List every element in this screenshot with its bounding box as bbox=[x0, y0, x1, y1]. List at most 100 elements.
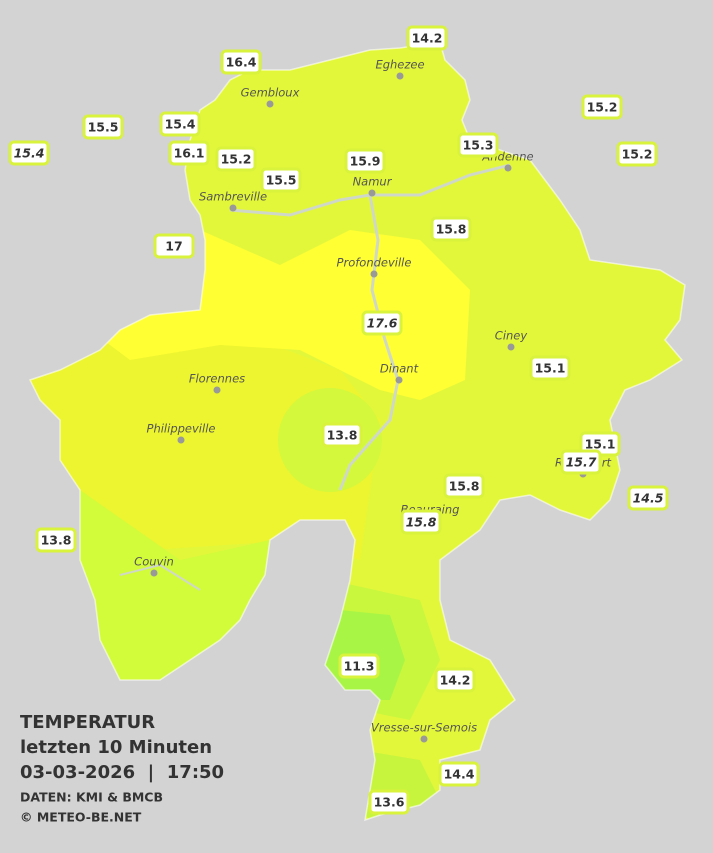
town-label: Namur bbox=[353, 175, 393, 189]
station-value: 15.1 bbox=[535, 361, 566, 376]
station-value: 15.3 bbox=[463, 138, 494, 153]
station-box bbox=[215, 146, 257, 172]
town-dot bbox=[229, 204, 237, 212]
station: 15.2 bbox=[581, 94, 623, 120]
town-dot bbox=[370, 270, 378, 278]
station-value: 15.2 bbox=[622, 147, 653, 162]
station: 15.5 bbox=[82, 114, 124, 140]
station-box bbox=[159, 111, 201, 137]
legend-copyright: © METEO-BE.NET bbox=[20, 810, 142, 825]
town-label: Dinant bbox=[380, 362, 419, 376]
station-value: 13.8 bbox=[41, 533, 72, 548]
station-box bbox=[153, 233, 195, 259]
station-box bbox=[529, 355, 571, 381]
station: 14.4 bbox=[438, 761, 480, 787]
station-box bbox=[443, 473, 485, 499]
station-box bbox=[338, 653, 380, 679]
station-value: 17 bbox=[165, 239, 182, 254]
town-label: Florennes bbox=[189, 372, 245, 386]
town-label: Profondeville bbox=[337, 256, 412, 270]
station: 15.2 bbox=[215, 146, 257, 172]
town-label: Eghezee bbox=[375, 58, 424, 72]
town-label: Ciney bbox=[495, 329, 528, 343]
station-box bbox=[616, 141, 658, 167]
station-value: 16.4 bbox=[226, 55, 257, 70]
station-value: 15.4 bbox=[14, 146, 45, 161]
station: 15.8 bbox=[443, 473, 485, 499]
station-value: 15.8 bbox=[449, 479, 480, 494]
town-dot bbox=[368, 189, 376, 197]
town-dot bbox=[177, 436, 185, 444]
town-dot bbox=[507, 343, 515, 351]
legend-datetime: 03-03-2026 | 17:50 bbox=[20, 762, 224, 783]
legend-source: DATEN: KMI & BMCB bbox=[20, 790, 163, 805]
town-label: Couvin bbox=[134, 555, 174, 569]
station-box bbox=[8, 140, 50, 166]
station-value: 14.2 bbox=[440, 673, 471, 688]
station-box bbox=[368, 789, 410, 815]
town-dot bbox=[395, 376, 403, 384]
station-value: 15.9 bbox=[350, 154, 381, 169]
station: 16.1 bbox=[168, 140, 210, 166]
station-box bbox=[82, 114, 124, 140]
town-dot bbox=[420, 735, 428, 743]
legend-title: TEMPERATUR bbox=[20, 712, 155, 733]
station: 14.2 bbox=[406, 25, 448, 51]
town-label: Philippeville bbox=[147, 422, 216, 436]
station: 17.6 bbox=[361, 310, 403, 336]
station-value: 15.4 bbox=[165, 117, 196, 132]
station-box bbox=[438, 761, 480, 787]
station-value: 15.5 bbox=[266, 173, 297, 188]
station-value: 15.2 bbox=[587, 100, 618, 115]
station: 14.5 bbox=[627, 485, 669, 511]
station-box bbox=[321, 422, 363, 448]
station-box bbox=[627, 485, 669, 511]
station: 16.4 bbox=[220, 49, 262, 75]
station-value: 15.8 bbox=[406, 515, 437, 530]
station-value: 15.8 bbox=[436, 222, 467, 237]
station: 15.5 bbox=[260, 167, 302, 193]
legend-subtitle: letzten 10 Minuten bbox=[20, 737, 212, 758]
station-box bbox=[430, 216, 472, 242]
station-value: 14.5 bbox=[633, 491, 664, 506]
station: 15.9 bbox=[344, 148, 386, 174]
station-value: 15.1 bbox=[585, 437, 616, 452]
station-value: 15.7 bbox=[566, 455, 597, 470]
station: 15.8 bbox=[430, 216, 472, 242]
town-label: Gembloux bbox=[241, 86, 300, 100]
station-value: 13.6 bbox=[374, 795, 405, 810]
station-box bbox=[220, 49, 262, 75]
station-value: 15.2 bbox=[221, 152, 252, 167]
station-value: 14.2 bbox=[412, 31, 443, 46]
station: 15.3 bbox=[457, 132, 499, 158]
town-dot bbox=[150, 569, 158, 577]
town-dot bbox=[504, 164, 512, 172]
station: 13.8 bbox=[35, 527, 77, 553]
station-value: 15.5 bbox=[88, 120, 119, 135]
station: 17 bbox=[153, 233, 195, 259]
station: 15.4 bbox=[8, 140, 50, 166]
station-box bbox=[344, 148, 386, 174]
town-dot bbox=[213, 386, 221, 394]
station-box bbox=[260, 167, 302, 193]
station: 15.1 bbox=[529, 355, 571, 381]
station-box bbox=[434, 667, 476, 693]
station-box bbox=[168, 140, 210, 166]
town-dot bbox=[266, 100, 274, 108]
station-value: 17.6 bbox=[367, 316, 398, 331]
station-box bbox=[406, 25, 448, 51]
station: 13.6 bbox=[368, 789, 410, 815]
station-box bbox=[581, 94, 623, 120]
station: 13.8 bbox=[321, 422, 363, 448]
town-dot bbox=[396, 72, 404, 80]
town-label: Vresse-sur-Semois bbox=[371, 721, 477, 735]
station: 15.8 bbox=[400, 509, 442, 535]
town-label: Sambreville bbox=[199, 190, 267, 204]
station-value: 14.4 bbox=[444, 767, 475, 782]
station: 15.2 bbox=[616, 141, 658, 167]
station-box bbox=[457, 132, 499, 158]
station-box bbox=[35, 527, 77, 553]
station: 15.7 bbox=[560, 449, 602, 475]
station: 15.4 bbox=[159, 111, 201, 137]
